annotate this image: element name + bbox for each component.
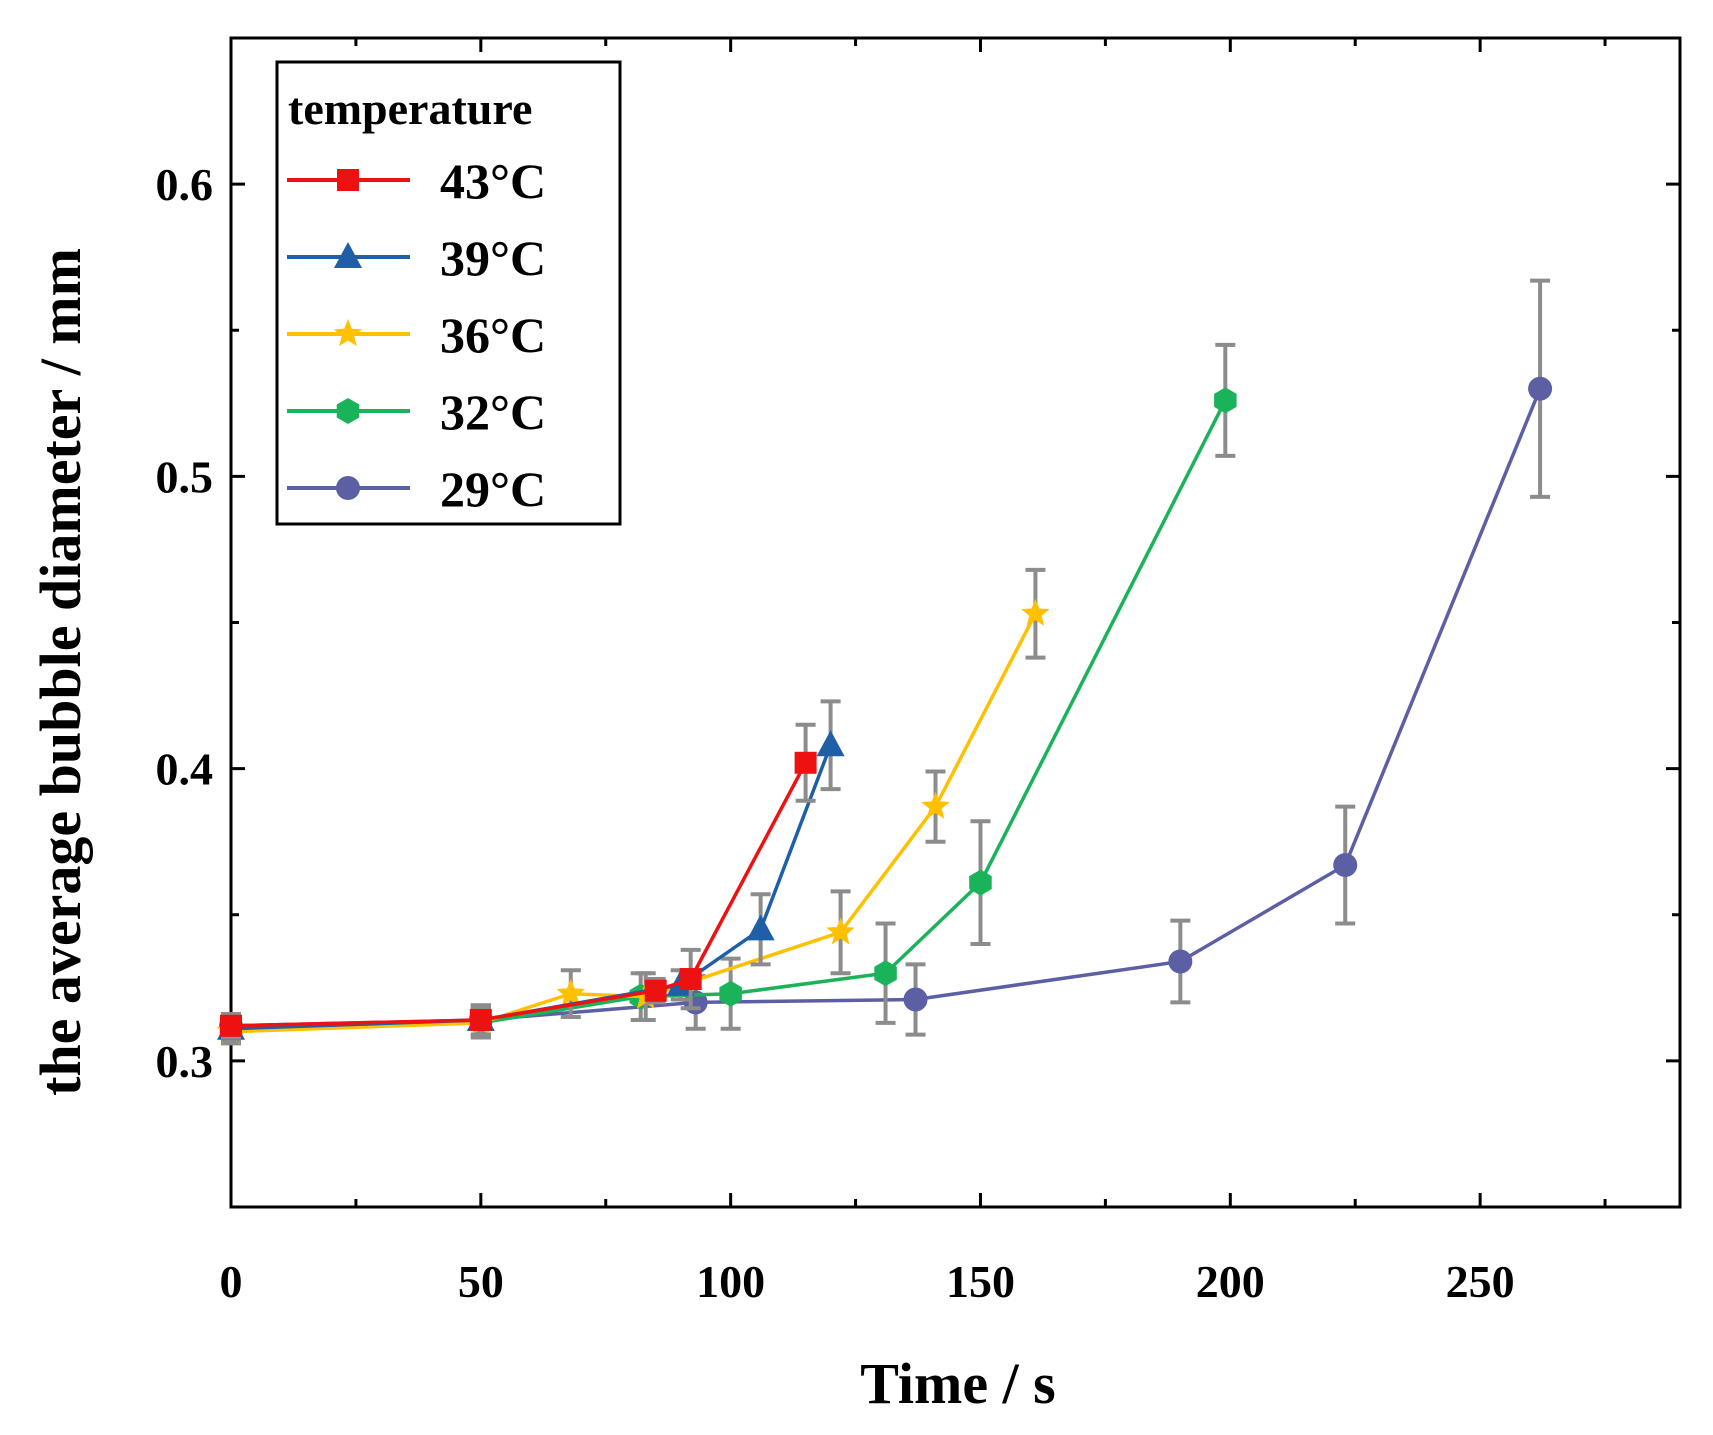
data-point	[826, 917, 855, 945]
data-point	[556, 978, 585, 1006]
legend-label: 36°C	[440, 307, 546, 363]
legend-title: temperature	[288, 83, 532, 134]
data-point	[1168, 949, 1193, 974]
data-point	[469, 1008, 492, 1031]
x-tick-label: 0	[220, 1256, 243, 1307]
data-point	[921, 791, 950, 819]
series-line	[230, 761, 808, 1028]
data-point	[1021, 598, 1050, 626]
data-point	[719, 980, 742, 1007]
data-point	[644, 979, 667, 1002]
legend-label: 32°C	[440, 384, 546, 440]
legend-label: 39°C	[440, 230, 546, 286]
legend-label: 43°C	[440, 153, 546, 209]
data-point	[220, 1014, 242, 1037]
data-point	[679, 968, 702, 991]
data-point	[794, 751, 817, 774]
legend-marker	[337, 169, 359, 191]
y-tick-label: 0.3	[156, 1036, 214, 1087]
y-tick-label: 0.5	[156, 451, 214, 502]
legend-box	[275, 60, 622, 526]
data-point	[1528, 376, 1553, 401]
y-axis-title: the average bubble diameter / mm	[28, 248, 93, 1096]
legend-marker	[334, 242, 362, 268]
x-tick-label: 250	[1446, 1256, 1515, 1307]
x-axis-title: Time / s	[860, 1351, 1056, 1416]
x-tick-label: 100	[696, 1256, 765, 1307]
legend-label: 29°C	[440, 461, 546, 517]
data-point	[816, 730, 845, 757]
data-point	[874, 960, 897, 987]
x-tick-label: 150	[946, 1256, 1015, 1307]
data-point	[746, 914, 775, 941]
legend-marker	[336, 398, 360, 424]
data-point	[1333, 853, 1358, 878]
legend-marker	[333, 319, 363, 347]
legend-marker	[336, 476, 360, 500]
x-tick-label: 50	[458, 1256, 504, 1307]
y-tick-label: 0.6	[156, 159, 214, 210]
data-point	[903, 987, 928, 1012]
series-43°C	[220, 722, 817, 1040]
data-point	[1214, 387, 1237, 414]
y-tick-label: 0.4	[156, 744, 214, 795]
x-tick-label: 200	[1196, 1256, 1265, 1307]
data-point	[969, 869, 992, 896]
